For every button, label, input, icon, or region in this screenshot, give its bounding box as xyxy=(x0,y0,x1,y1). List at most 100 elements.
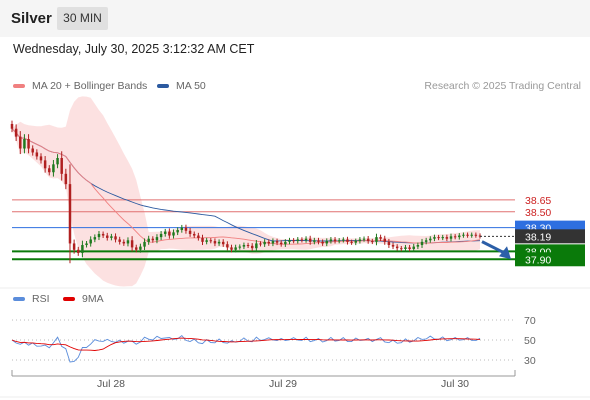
9ma-label: 9MA xyxy=(82,293,104,305)
candle-body xyxy=(304,238,308,241)
candle-body xyxy=(64,173,68,185)
candle-body xyxy=(176,229,179,233)
candle-body xyxy=(10,123,14,129)
candle-body xyxy=(263,241,266,245)
candle-body xyxy=(267,241,271,244)
candle-body xyxy=(308,238,312,242)
rsi-tick-70: 70 xyxy=(524,315,536,327)
candle-body xyxy=(77,249,80,253)
bollinger-band-area xyxy=(12,96,480,287)
candle-body xyxy=(242,245,246,247)
candle-body xyxy=(151,238,155,241)
candle-body xyxy=(89,239,92,244)
x-tick-label: Jul 29 xyxy=(269,378,297,390)
candle-body xyxy=(333,239,337,242)
candle-body xyxy=(342,239,345,241)
candle-body xyxy=(429,238,432,241)
chart-datetime: Wednesday, July 30, 2025 3:12:32 AM CET xyxy=(13,42,255,56)
candle-body xyxy=(259,243,262,245)
candle-body xyxy=(213,241,217,244)
rsi-tick-30: 30 xyxy=(524,355,536,367)
ma20-swatch xyxy=(13,84,25,89)
x-tick-label: Jul 30 xyxy=(441,378,469,390)
ma50-swatch xyxy=(157,84,169,89)
candle-body xyxy=(458,235,461,238)
rsi-label: RSI xyxy=(32,293,50,305)
candle-body xyxy=(474,234,478,236)
candle-body xyxy=(400,248,403,250)
candle-body xyxy=(275,241,279,243)
candle-body xyxy=(221,241,225,245)
rsi-9ma-line xyxy=(11,337,481,351)
candle-body xyxy=(184,227,188,231)
timeframe-badge[interactable]: 30 MIN xyxy=(57,7,108,30)
candle-body xyxy=(118,239,121,242)
candle-body xyxy=(284,241,287,245)
candle-body xyxy=(27,139,30,149)
candle-body xyxy=(31,148,34,153)
candle-body xyxy=(395,246,399,249)
candle-body xyxy=(197,235,200,238)
candle-body xyxy=(437,237,440,239)
candle-body xyxy=(362,238,366,240)
candle-body xyxy=(163,231,167,234)
level-tag-37.90 xyxy=(515,252,585,267)
candle-body xyxy=(408,247,411,249)
candle-body xyxy=(441,237,444,239)
candle-body xyxy=(391,245,395,247)
candles xyxy=(10,120,482,264)
legend-ma20: MA 20 + Bollinger Bands xyxy=(13,80,147,92)
candle-body xyxy=(143,241,146,247)
candle-body xyxy=(383,238,386,242)
candle-body xyxy=(106,235,109,238)
candle-body xyxy=(379,237,382,239)
candle-body xyxy=(313,240,316,242)
candle-body xyxy=(424,240,428,242)
candle-body xyxy=(93,237,97,240)
candle-body xyxy=(366,238,370,242)
candle-body xyxy=(43,160,47,169)
candle-body xyxy=(159,233,163,238)
candle-body xyxy=(317,240,320,242)
candle-body xyxy=(39,156,43,161)
forecast-arrow-head xyxy=(499,246,511,260)
candle-body xyxy=(60,158,63,174)
credit-text: Research © 2025 Trading Central xyxy=(424,80,581,92)
legend-9ma: 9MA xyxy=(63,293,104,305)
candle-body xyxy=(135,247,138,250)
candle-body xyxy=(470,234,473,236)
candle-body xyxy=(201,237,204,242)
candle-body xyxy=(358,239,362,242)
candle-body xyxy=(168,231,171,236)
candle-body xyxy=(433,237,436,239)
candle-body xyxy=(271,241,275,244)
candle-body xyxy=(180,227,184,230)
candle-body xyxy=(209,240,213,242)
candle-body xyxy=(72,243,76,250)
rsi-tick-50: 50 xyxy=(524,335,536,347)
candle-body xyxy=(416,245,420,247)
level-tag-38.19 xyxy=(515,229,585,244)
rsi-swatch xyxy=(13,297,25,302)
candle-body xyxy=(420,241,424,246)
candle-body xyxy=(412,246,415,249)
instrument-title: Silver xyxy=(11,10,52,27)
candle-body xyxy=(226,244,229,248)
candle-body xyxy=(19,136,22,149)
ma20-label: MA 20 + Bollinger Bands xyxy=(32,80,148,92)
candle-body xyxy=(250,245,254,249)
candle-body xyxy=(387,241,391,246)
candle-body xyxy=(97,233,101,238)
candle-body xyxy=(139,246,142,250)
candle-body xyxy=(346,239,349,242)
candle-body xyxy=(155,237,159,241)
candle-body xyxy=(354,241,357,243)
candle-body xyxy=(81,245,84,253)
candle-body xyxy=(246,245,250,247)
candle-body xyxy=(110,236,113,238)
candle-body xyxy=(404,247,407,249)
candle-body xyxy=(122,241,126,244)
candle-body xyxy=(238,246,242,248)
candle-body xyxy=(35,152,39,157)
